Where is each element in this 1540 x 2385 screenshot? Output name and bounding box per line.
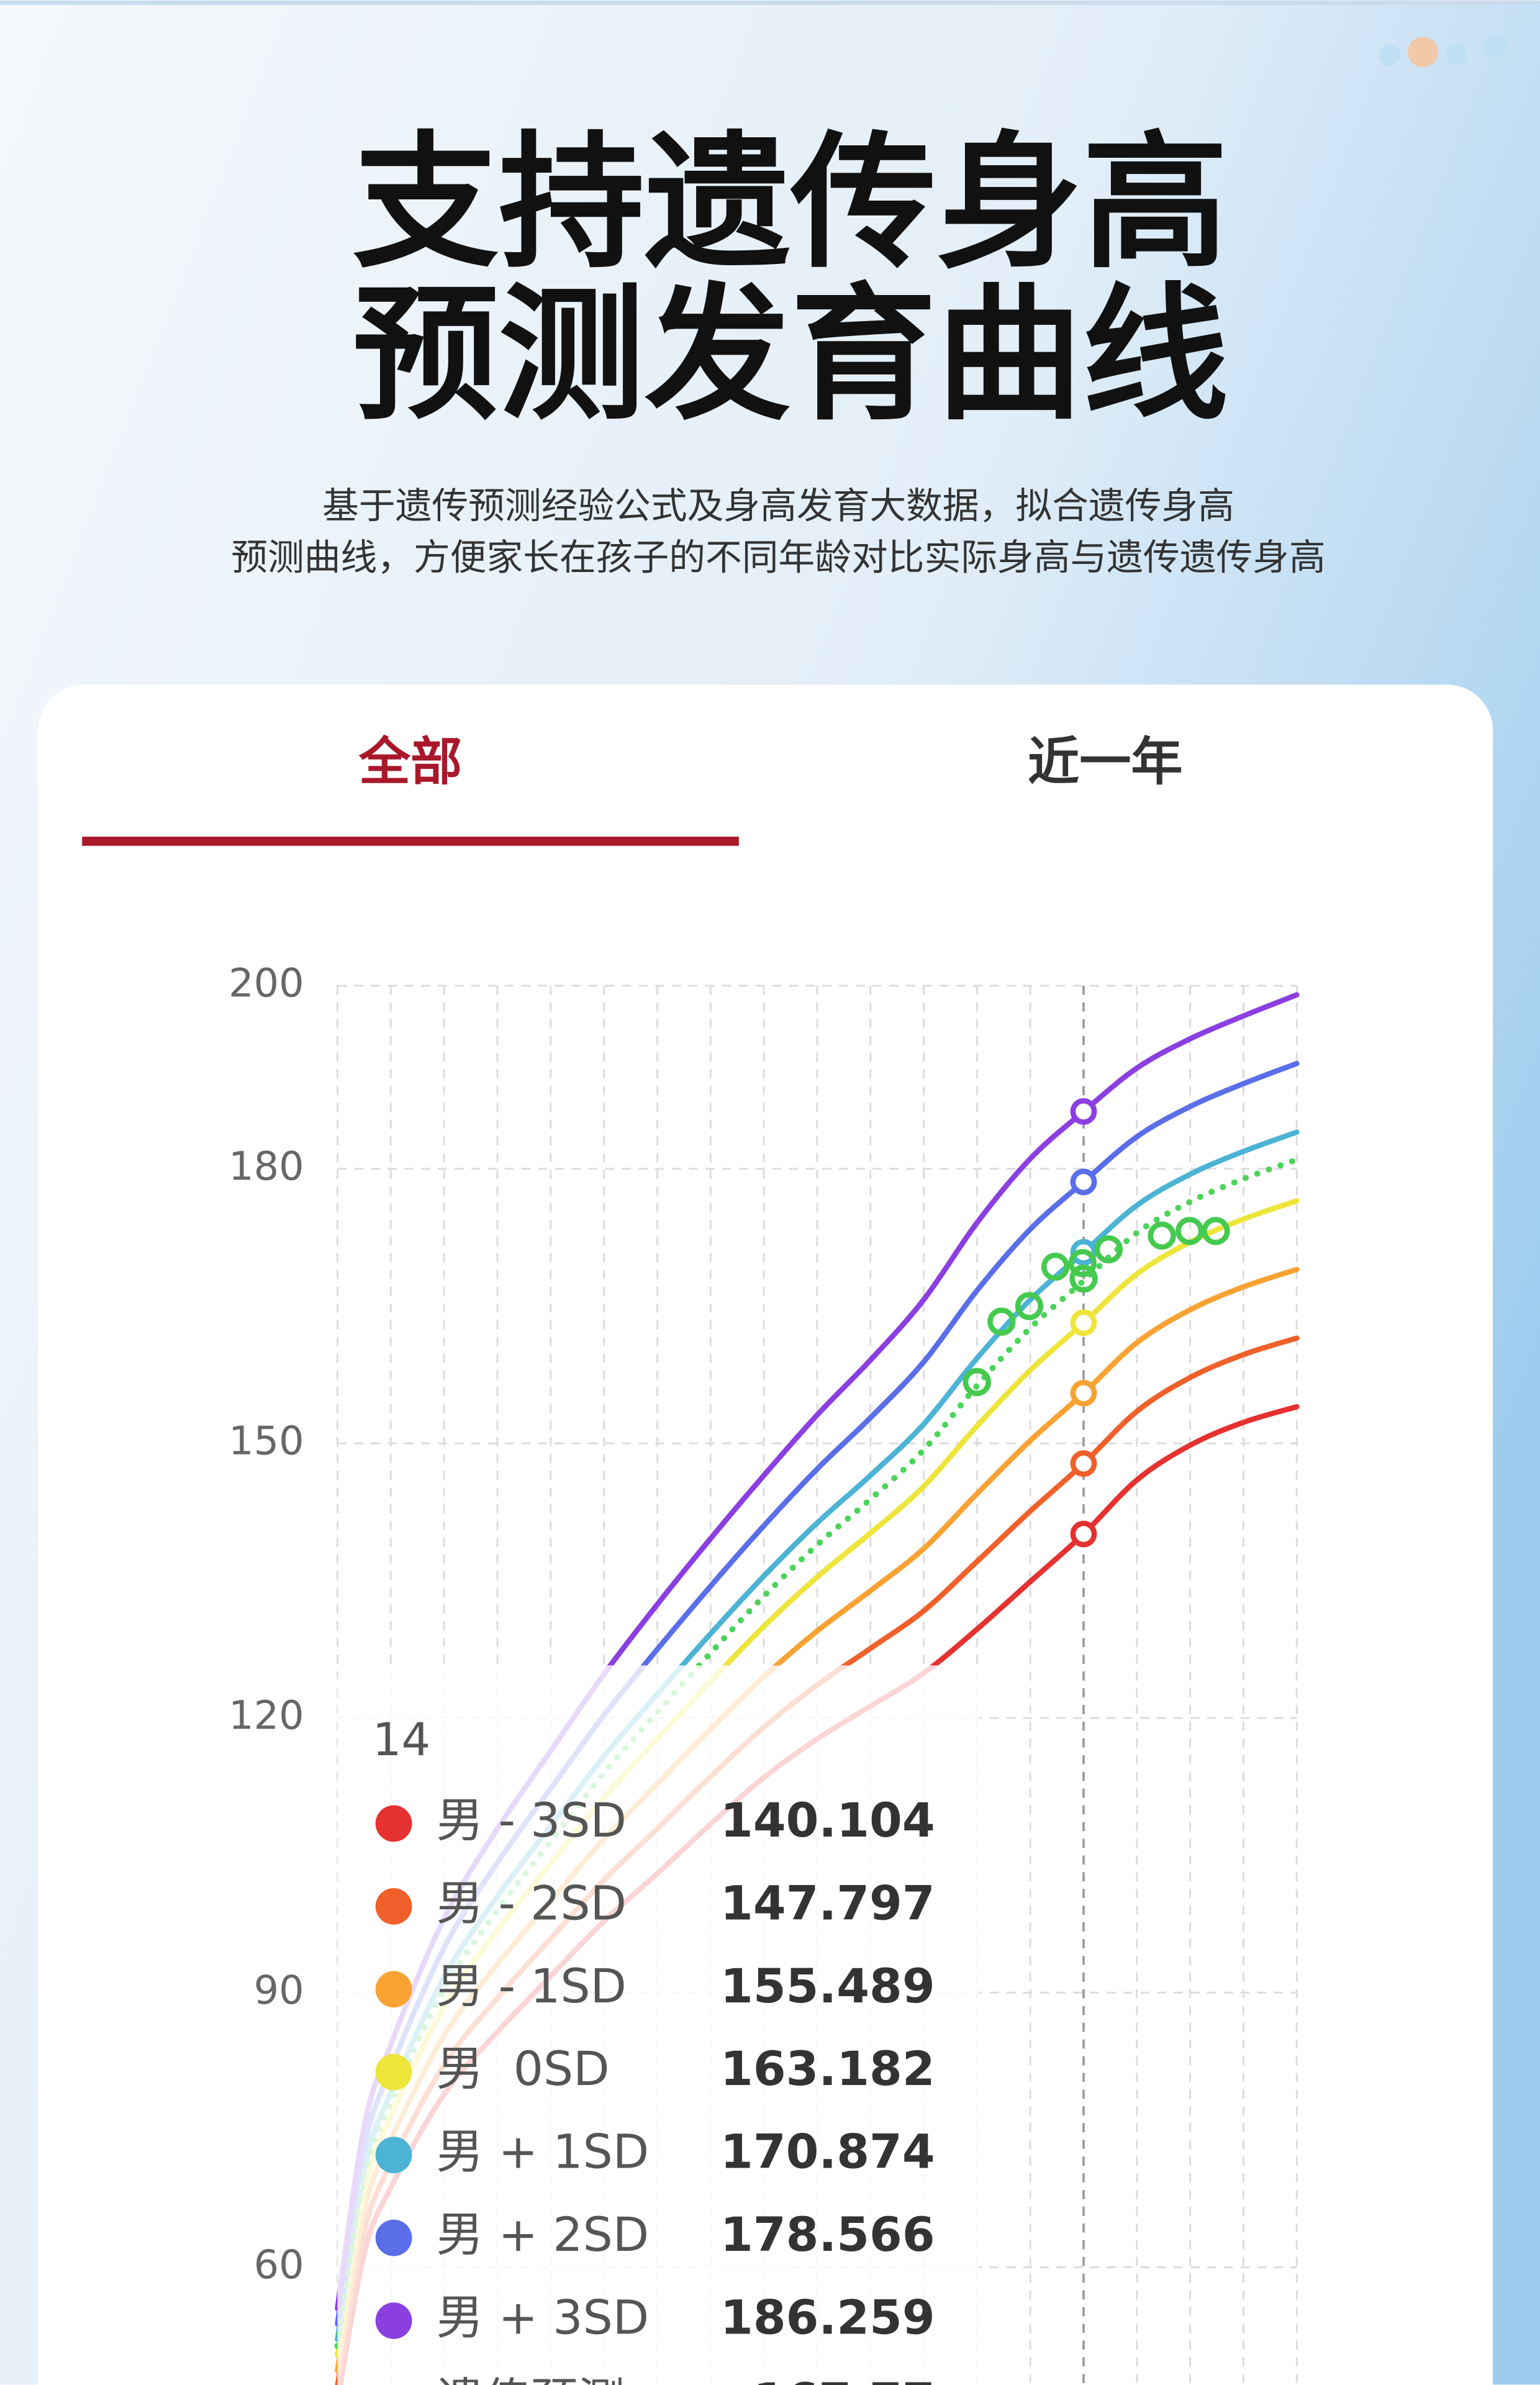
- tooltip-dot: [375, 2053, 412, 2091]
- tab[interactable]: 近一年: [1028, 732, 1183, 792]
- measurement-point: [1148, 1221, 1176, 1250]
- tooltip-dot: [375, 1888, 412, 1925]
- tooltip-name: 男 - 3SD: [437, 1793, 627, 1848]
- tooltip-value: 178.566: [720, 2207, 935, 2262]
- hover-marker: [1070, 1379, 1097, 1407]
- tab-indicator: [82, 837, 739, 846]
- y-tick-label: 60: [254, 2242, 304, 2288]
- hover-marker: [1070, 1450, 1097, 1477]
- subtitle-line: 预测曲线，方便家长在孩子的不同年龄对比实际身高与遗传遗传身高: [231, 536, 1326, 579]
- measurement-point: [987, 1307, 1016, 1336]
- tooltip-name: 男 0SD: [437, 2042, 610, 2096]
- tooltip-value: 167.77: [753, 2373, 935, 2385]
- y-tick-label: 90: [254, 1968, 304, 2014]
- tooltip-name: 男 - 2SD: [437, 1876, 627, 1930]
- hover-marker: [1070, 1098, 1097, 1125]
- tooltip-dot: [375, 2302, 412, 2339]
- y-tick-label: 200: [229, 961, 304, 1007]
- tooltip-dot: [375, 1971, 412, 2008]
- tooltip-value: 163.182: [720, 2042, 935, 2096]
- hover-marker: [1070, 1520, 1097, 1548]
- tooltip-value: 147.797: [720, 1876, 935, 1930]
- subtitle-line: 基于遗传预测经验公式及身高发育大数据，拟合遗传身高: [322, 484, 1234, 527]
- tooltip-value: 140.104: [720, 1793, 935, 1848]
- title-line: 支持遗传身高: [353, 119, 1228, 288]
- tooltip-value: 170.874: [720, 2125, 935, 2179]
- y-tick-label: 150: [229, 1419, 304, 1465]
- hover-marker: [1070, 1168, 1097, 1196]
- tab[interactable]: 全部: [358, 732, 462, 792]
- measurement-point: [1041, 1252, 1070, 1281]
- y-tick-label: 120: [229, 1693, 304, 1739]
- tooltip-value: 186.259: [720, 2291, 935, 2345]
- plot: 60 90 120 150 180 200 14男 - 3SD 140.104 男 - 2SD 1…: [229, 961, 1300, 2385]
- tooltip-name: 男 + 2SD: [437, 2207, 650, 2262]
- title-line: 预测发育曲线: [353, 271, 1228, 440]
- hover-marker: [1070, 1309, 1097, 1337]
- tooltip-header: 14: [373, 1714, 430, 1766]
- tooltip-dot: [375, 2137, 412, 2174]
- measurement-point: [1068, 1248, 1097, 1278]
- measurement-point: [962, 1368, 992, 1396]
- measurement-point: [1094, 1235, 1123, 1264]
- tooltip-name: 男 + 3SD: [437, 2291, 650, 2345]
- tooltip-name: 男 - 1SD: [437, 1959, 627, 2014]
- measurement-point: [1069, 1265, 1098, 1293]
- tooltip-dot: [375, 2219, 412, 2256]
- measurement-point: [1015, 1292, 1044, 1320]
- measurement-point: [1175, 1217, 1204, 1245]
- top-strip: [0, 0, 1540, 5]
- measurement-point: [1202, 1217, 1230, 1245]
- tooltip-box: [337, 1665, 979, 2385]
- tooltip-name: 男 + 1SD: [437, 2125, 650, 2179]
- logo: [1379, 34, 1508, 68]
- tooltip-value: 155.489: [720, 1959, 935, 2014]
- tooltip-name: 遗传预测: [437, 2373, 625, 2385]
- tooltip-dot: [375, 1805, 412, 1842]
- y-tick-label: 180: [229, 1143, 304, 1189]
